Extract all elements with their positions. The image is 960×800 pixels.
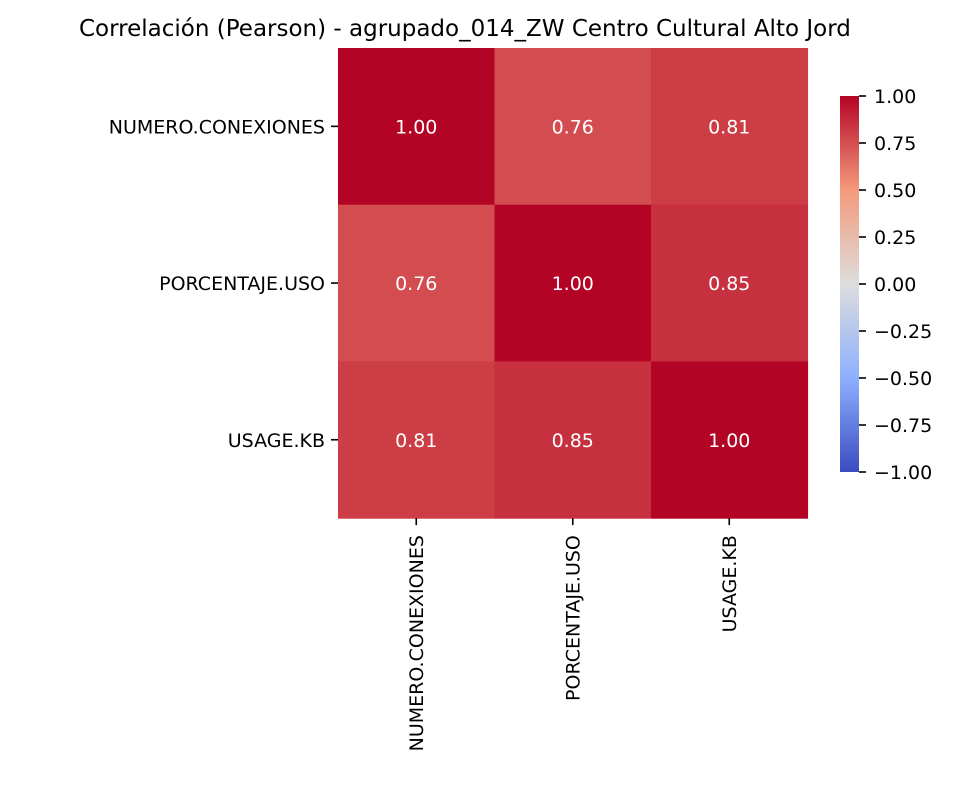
cell-value-label: 0.85 (708, 273, 750, 295)
cell-value-label: 0.76 (395, 273, 437, 295)
heatmap-cell (651, 361, 809, 519)
heatmap-cell (494, 48, 652, 206)
cell-value-label: 0.81 (395, 430, 437, 452)
colorbar-gradient (840, 96, 859, 472)
colorbar-tick-label: 0.25 (874, 227, 916, 249)
cell-value-label: 0.76 (552, 116, 594, 138)
cell-value-label: 0.81 (708, 116, 750, 138)
cell-value-label: 0.85 (552, 430, 594, 452)
colorbar-tick-label: −0.50 (874, 368, 932, 390)
heatmap-cell (338, 204, 496, 362)
colorbar-tick-label: 1.00 (874, 86, 916, 108)
heatmap-cell (494, 204, 652, 362)
cell-value-label: 1.00 (552, 273, 594, 295)
x-tick-label: USAGE.KB (719, 535, 741, 632)
colorbar-tick-label: 0.75 (874, 133, 916, 155)
cell-value-label: 1.00 (395, 116, 437, 138)
chart-title: Correlación (Pearson) - agrupado_014_ZW … (79, 16, 851, 42)
y-tick-label: NUMERO.CONEXIONES (109, 116, 325, 138)
heatmap-cell (338, 361, 496, 519)
colorbar-tick-label: 0.50 (874, 180, 916, 202)
y-tick-label: USAGE.KB (228, 430, 325, 452)
colorbar-tick-label: −0.25 (874, 321, 932, 343)
colorbar-tick-label: 0.00 (874, 274, 916, 296)
heatmap-cell (494, 361, 652, 519)
heatmap-cell (651, 204, 809, 362)
y-tick-label: PORCENTAJE.USO (159, 273, 325, 295)
heatmap-cells: 1.00 0.76 0.81 0.76 1.00 0.85 0.81 0.85 1.00 (338, 48, 809, 519)
y-axis: NUMERO.CONEXIONES PORCENTAJE.USO USAGE.KB (109, 116, 338, 452)
colorbar: 1.00 0.75 0.50 0.25 0.00 −0.25 −0.50 −0.75 −1.00 (840, 86, 932, 484)
x-tick-label: NUMERO.CONEXIONES (406, 535, 428, 751)
x-axis: NUMERO.CONEXIONES PORCENTAJE.USO USAGE.KB (406, 518, 741, 751)
heatmap-cell (338, 48, 496, 206)
x-tick-label: PORCENTAJE.USO (563, 535, 585, 701)
colorbar-tick-label: −1.00 (874, 462, 932, 484)
heatmap-cell (651, 48, 809, 206)
cell-value-label: 1.00 (708, 430, 750, 452)
colorbar-tick-label: −0.75 (874, 415, 932, 437)
